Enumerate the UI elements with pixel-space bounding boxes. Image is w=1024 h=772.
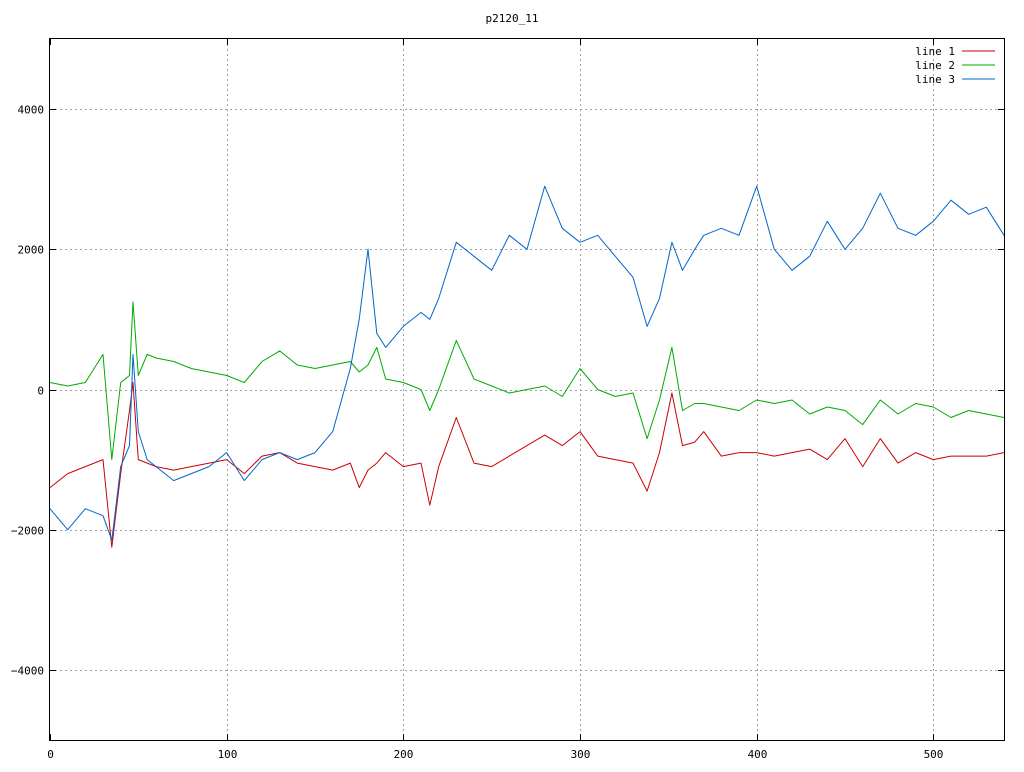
x-tick-label: 400 [748,748,768,761]
y-tick-label: 4000 [18,104,45,117]
x-tick-label: 500 [924,748,944,761]
y-tick-label: −4000 [11,665,44,678]
x-tick-label: 100 [218,748,238,761]
x-tick-label: 300 [571,748,591,761]
tick-layer: 0 100 200 300 400 500 −4000 −2000 0 2000 4000 [11,39,1004,761]
legend-label: line 3 [915,73,955,86]
y-tick-label: 2000 [18,244,45,257]
series-layer [49,185,1005,548]
chart-title: p2120_11 [486,12,539,25]
x-tick-label: 200 [394,748,414,761]
y-tick-label: 0 [37,385,44,398]
series-line-3 [49,185,1005,541]
legend-label: line 1 [915,45,955,58]
x-tick-label: 0 [47,748,54,761]
y-tick-label: −2000 [11,525,44,538]
series-line-1 [49,382,1005,548]
series-line-2 [49,301,1005,461]
legend-label: line 2 [915,59,955,72]
plot-frame [49,38,1005,741]
